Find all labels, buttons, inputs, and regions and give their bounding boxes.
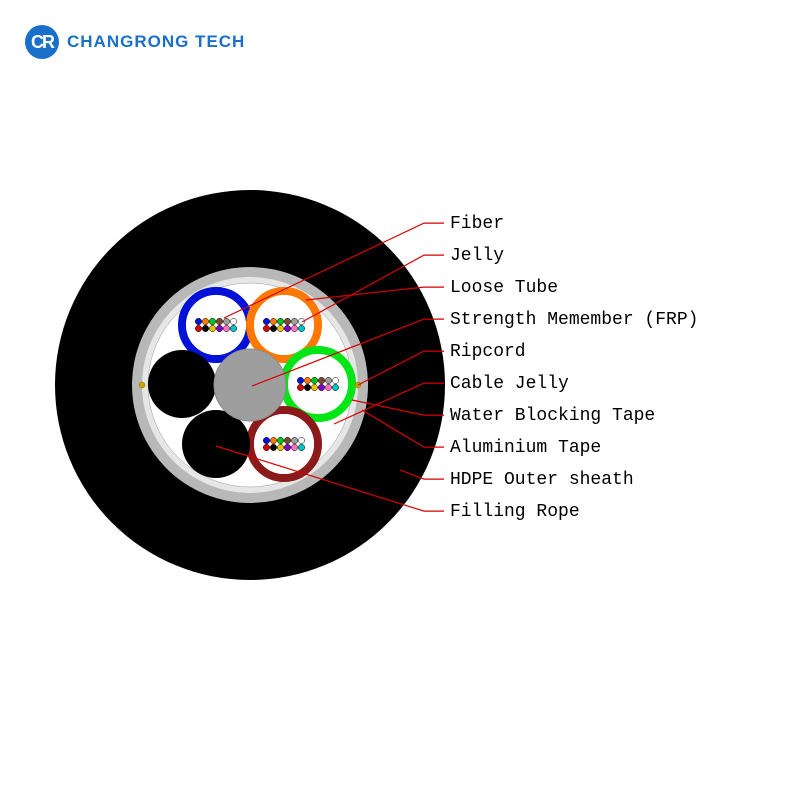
component-label: Filling Rope — [450, 503, 698, 535]
fiber — [195, 318, 201, 324]
strength-member-frp — [214, 349, 286, 421]
tube-jelly — [288, 354, 348, 414]
label-column: FiberJellyLoose TubeStrength Memember (F… — [450, 215, 698, 535]
component-label: Water Blocking Tape — [450, 407, 698, 439]
tube-jelly — [254, 414, 314, 474]
fiber — [263, 444, 269, 450]
fiber — [284, 444, 290, 450]
fiber — [277, 437, 283, 443]
filling-rope — [148, 350, 216, 418]
ripcord — [139, 382, 145, 388]
fiber — [277, 444, 283, 450]
fiber — [209, 325, 215, 331]
fiber — [277, 318, 283, 324]
fiber — [270, 437, 276, 443]
fiber — [318, 377, 324, 383]
fiber — [297, 377, 303, 383]
fiber — [277, 325, 283, 331]
component-label: Ripcord — [450, 343, 698, 375]
fiber — [298, 325, 304, 331]
fiber — [263, 437, 269, 443]
fiber — [202, 325, 208, 331]
fiber — [291, 325, 297, 331]
fiber — [195, 325, 201, 331]
fiber — [304, 384, 310, 390]
fiber — [209, 318, 215, 324]
fiber — [270, 444, 276, 450]
fiber — [298, 437, 304, 443]
fiber — [284, 437, 290, 443]
fiber — [304, 377, 310, 383]
fiber — [284, 318, 290, 324]
fiber — [230, 325, 236, 331]
fiber — [291, 437, 297, 443]
component-label: Strength Memember (FRP) — [450, 311, 698, 343]
fiber — [202, 318, 208, 324]
fiber — [263, 325, 269, 331]
filling-rope — [182, 410, 250, 478]
fiber — [216, 318, 222, 324]
component-label: Cable Jelly — [450, 375, 698, 407]
component-label: Fiber — [450, 215, 698, 247]
component-label: HDPE Outer sheath — [450, 471, 698, 503]
component-label: Jelly — [450, 247, 698, 279]
fiber — [311, 377, 317, 383]
fiber — [284, 325, 290, 331]
fiber — [223, 318, 229, 324]
fiber — [318, 384, 324, 390]
fiber — [216, 325, 222, 331]
tube-jelly — [254, 295, 314, 355]
fiber — [325, 384, 331, 390]
fiber — [332, 384, 338, 390]
fiber — [230, 318, 236, 324]
component-label: Aluminium Tape — [450, 439, 698, 471]
fiber — [298, 444, 304, 450]
fiber — [270, 318, 276, 324]
fiber — [263, 318, 269, 324]
fiber — [291, 318, 297, 324]
fiber — [325, 377, 331, 383]
tube-jelly — [186, 295, 246, 355]
component-label: Loose Tube — [450, 279, 698, 311]
fiber — [332, 377, 338, 383]
fiber — [270, 325, 276, 331]
fiber — [297, 384, 303, 390]
fiber — [223, 325, 229, 331]
fiber — [291, 444, 297, 450]
fiber — [311, 384, 317, 390]
